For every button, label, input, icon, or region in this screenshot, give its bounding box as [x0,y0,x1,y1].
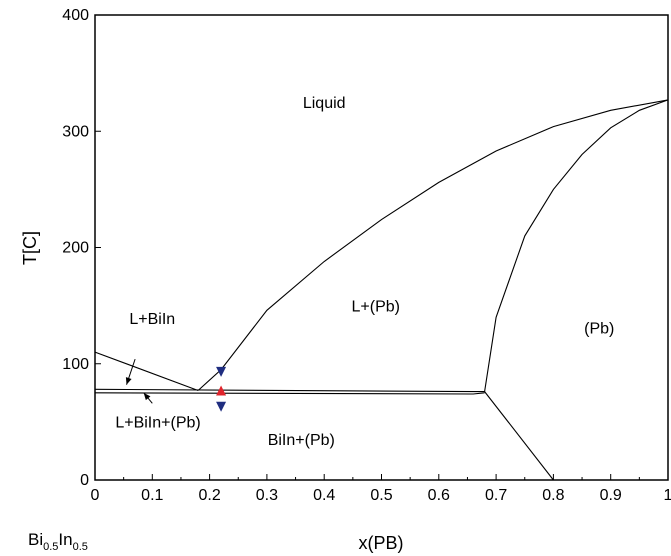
x-tick-label: 0.6 [428,487,450,504]
marker-triangle-down-3 [216,401,227,412]
boundary-line-1 [94,351,199,392]
arrow-head-2 [143,392,151,401]
x-tick-label: 0.8 [542,487,564,504]
x-tick-label: 0.9 [600,487,622,504]
boundary-line-3 [94,388,485,393]
annotation-arrows [125,358,153,404]
x-tick-label: 0.5 [370,487,392,504]
region-label-5: L+BiIn+(Pb) [115,415,200,432]
y-tick-label: 400 [62,7,89,24]
region-label-3: (Pb) [584,321,614,338]
y-tick-label: 200 [62,240,89,257]
x-axis-label: x(PB) [359,533,404,553]
region-label-4: L+BiIn [129,311,175,328]
plot-frame [94,14,669,481]
x-tick-label: 0.4 [313,487,335,504]
region-label-1: Liquid [303,95,346,112]
y-axis-label: T[C] [20,231,40,265]
x-tick-label: 1 [664,487,671,504]
arrow-head-1 [125,377,132,385]
x-tick-label: 0.2 [198,487,220,504]
marker-triangle-down-1 [216,366,227,377]
y-tick-label: 100 [62,356,89,373]
boundary-line-5 [484,99,669,392]
x-tick-label: 0.3 [256,487,278,504]
data-markers [216,366,227,412]
region-label-6: BiIn+(Pb) [268,432,335,449]
corner-label-base-1: Bi [28,530,43,549]
boundary-line-2 [197,99,669,391]
axis-ticks: 0 0.1 0.2 0.3 0.4 0.5 0.6 0.7 0.8 0.9 1 0 100 200 300 4… [62,7,671,504]
region-labels: Liquid L+(Pb) (Pb) L+BiIn L+BiIn+(Pb) BiIn+(P… [115,95,614,449]
x-tick-label: 0.7 [485,487,507,504]
x-tick-label: 0 [91,487,100,504]
y-tick-label: 300 [62,123,89,140]
composition-corner-label: Bi0.5In0.5 [28,530,88,553]
boundary-line-4 [94,392,485,395]
boundary-line-6 [484,391,554,481]
x-tick-label: 0.1 [141,487,163,504]
region-label-2: L+(Pb) [352,298,400,315]
y-tick-label: 0 [80,472,89,489]
corner-label-sub-2: 0.5 [73,541,88,553]
corner-label-sub-1: 0.5 [43,541,58,553]
corner-label-base-2: In [58,530,72,549]
marker-triangle-up-2 [216,385,227,396]
